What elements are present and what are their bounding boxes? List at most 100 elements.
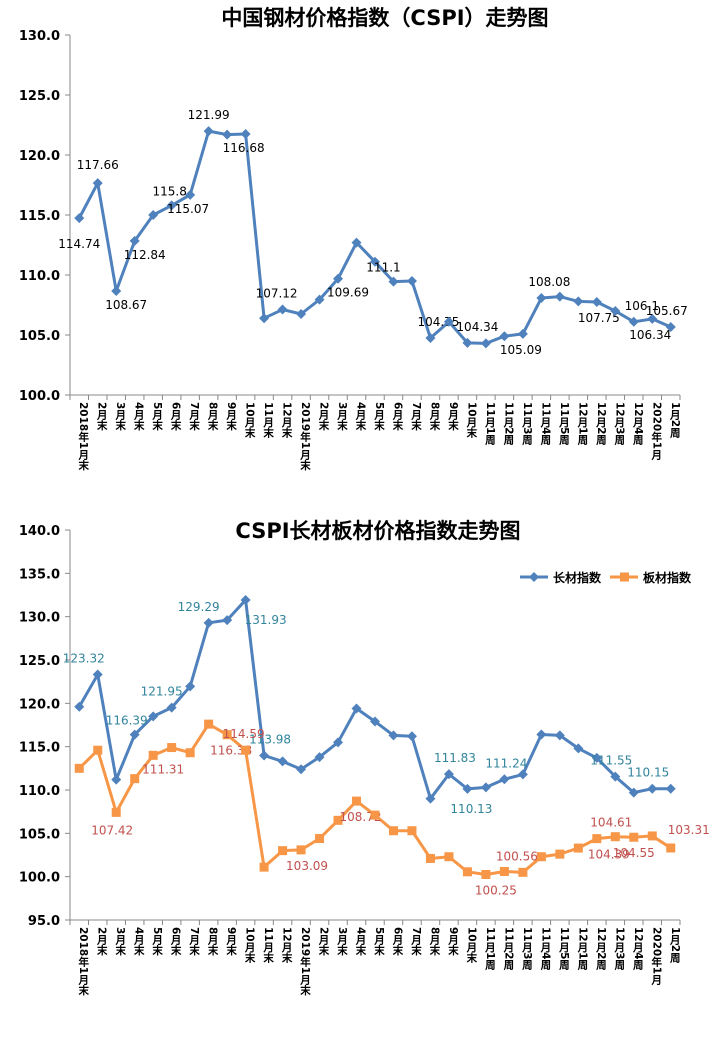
x-tick-label: 5月末 xyxy=(373,927,385,956)
y-tick-label: 140.0 xyxy=(19,524,60,539)
x-tick-label: 11月3周 xyxy=(521,927,533,971)
data-point-square xyxy=(499,866,509,876)
x-tick-label: 12月1周 xyxy=(576,927,588,971)
x-tick-label: 12月末 xyxy=(281,402,293,438)
x-tick-label: 2月末 xyxy=(96,402,108,431)
data-label: 121.95 xyxy=(141,685,183,699)
data-point-diamond xyxy=(185,189,196,200)
y-tick-label: 110.0 xyxy=(19,269,60,284)
data-label: 109.69 xyxy=(327,286,369,300)
data-point-diamond xyxy=(111,285,122,296)
data-point-diamond xyxy=(480,782,491,793)
data-point-diamond xyxy=(222,129,233,140)
data-point-square xyxy=(222,730,232,740)
data-label: 121.99 xyxy=(188,108,230,122)
data-label: 107.75 xyxy=(578,311,620,325)
x-tick-label: 2018年1月末 xyxy=(77,927,89,996)
data-label: 111.55 xyxy=(590,754,632,768)
data-label: 114.59 xyxy=(223,727,265,741)
data-point-diamond xyxy=(370,256,380,267)
y-tick-label: 105.0 xyxy=(19,827,60,842)
data-point-diamond xyxy=(517,328,528,339)
data-point-diamond xyxy=(296,764,307,775)
data-point-square xyxy=(185,748,195,758)
x-tick-label: 3月末 xyxy=(336,927,348,956)
data-point-diamond xyxy=(203,126,214,137)
data-label: 111.24 xyxy=(485,756,527,770)
data-label: 112.84 xyxy=(124,248,166,262)
data-point-square xyxy=(536,852,546,862)
data-point-diamond xyxy=(277,756,288,767)
data-point-diamond xyxy=(388,276,399,287)
data-point-diamond xyxy=(499,331,510,342)
y-tick-label: 120.0 xyxy=(19,697,60,712)
x-tick-label: 1月2周 xyxy=(669,927,681,963)
x-tick-label: 5月末 xyxy=(151,402,163,431)
data-label: 117.66 xyxy=(77,158,119,172)
data-point-diamond xyxy=(610,771,621,782)
data-point-diamond xyxy=(388,730,399,741)
data-point-diamond xyxy=(628,316,639,327)
data-point-diamond xyxy=(554,730,565,741)
data-point-diamond xyxy=(443,769,454,780)
data-point-diamond xyxy=(92,669,103,680)
data-point-diamond xyxy=(406,731,417,742)
x-tick-label: 5月末 xyxy=(373,402,385,431)
data-label: 129.29 xyxy=(178,600,220,614)
x-tick-label: 10月末 xyxy=(244,927,256,963)
data-point-square xyxy=(555,849,565,859)
data-label: 123.32 xyxy=(63,652,105,666)
y-tick-label: 130.0 xyxy=(19,611,60,626)
cspi-index-chart: 中国钢材价格指数（CSPI）走势图 100.0 105.0 110.0 115.0 120… xyxy=(19,6,688,471)
data-label: 115.8 xyxy=(152,184,186,198)
data-point-diamond xyxy=(647,783,658,794)
x-tick-label: 12月2周 xyxy=(595,402,607,446)
data-point-square xyxy=(204,719,214,729)
data-point-diamond xyxy=(536,293,547,304)
data-label: 104.39 xyxy=(588,848,630,862)
x-tick-label: 9月末 xyxy=(225,927,237,956)
data-point-diamond xyxy=(425,793,436,804)
data-point-square xyxy=(278,846,288,856)
x-tick-label: 12月4周 xyxy=(632,927,644,971)
data-label: 100.56 xyxy=(496,849,538,863)
x-tick-label: 2月末 xyxy=(318,402,330,431)
x-tick-label: 12月末 xyxy=(281,927,293,963)
x-tick-label: 2月末 xyxy=(318,927,330,956)
data-point-diamond xyxy=(74,213,85,224)
data-point-square xyxy=(130,774,140,784)
legend-label: 长材指数 xyxy=(553,570,602,585)
data-point-diamond xyxy=(166,702,177,713)
data-label: 116.68 xyxy=(223,141,265,155)
x-tick-label: 4月末 xyxy=(133,402,145,431)
x-tick-label: 2018年1月末 xyxy=(77,402,89,471)
data-point-diamond xyxy=(148,711,159,722)
data-point-square xyxy=(93,745,103,755)
data-point-square xyxy=(407,826,417,836)
y-tick-label: 125.0 xyxy=(19,89,60,104)
data-label: 131.93 xyxy=(245,613,287,627)
data-point-diamond xyxy=(351,237,362,248)
data-point-square xyxy=(518,867,528,877)
x-tick-label: 12月3周 xyxy=(613,402,625,446)
x-tick-label: 12月3周 xyxy=(613,927,625,971)
data-point-diamond xyxy=(314,752,325,763)
data-label: 116.39 xyxy=(106,714,148,728)
y-tick-label: 95.0 xyxy=(28,914,60,929)
x-tick-label: 10月末 xyxy=(244,402,256,438)
data-label: 106.34 xyxy=(629,328,671,342)
y-tick-label: 115.0 xyxy=(19,209,60,224)
data-point-diamond xyxy=(185,681,196,692)
data-point-diamond xyxy=(74,701,85,712)
data-label: 108.08 xyxy=(528,275,570,289)
data-point-diamond xyxy=(296,309,307,319)
x-tick-label: 11月末 xyxy=(262,927,274,963)
y-tick-label: 125.0 xyxy=(19,654,60,669)
x-tick-label: 9月末 xyxy=(447,402,459,431)
data-point-diamond xyxy=(443,316,454,327)
y-tick-label: 130.0 xyxy=(19,29,60,44)
chart-title: CSPI长材板材价格指数走势图 xyxy=(235,519,520,543)
data-point-diamond xyxy=(240,594,251,605)
data-label: 104.55 xyxy=(613,846,655,860)
y-tick-label: 100.0 xyxy=(19,389,60,404)
